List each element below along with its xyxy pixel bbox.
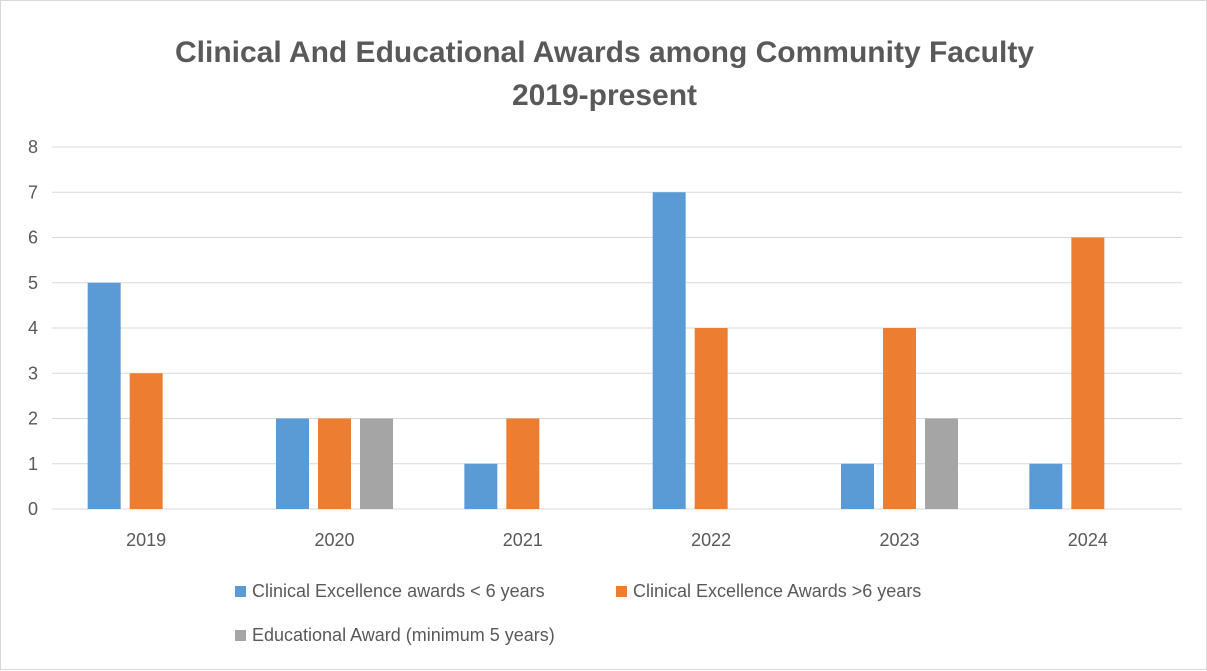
bar-2020-series-2	[318, 418, 351, 509]
bar-2020-series-3	[360, 418, 393, 509]
y-tick-label-2: 2	[28, 409, 38, 429]
y-tick-label-1: 1	[28, 454, 38, 474]
legend-item-series-3: Educational Award (minimum 5 years)	[235, 625, 555, 646]
bar-2021-series-2	[506, 418, 540, 509]
y-tick-label-6: 6	[28, 228, 38, 248]
bar-2019-series-2	[129, 373, 163, 509]
legend-item-series-1: Clinical Excellence awards < 6 years	[235, 581, 545, 602]
bar-2021-series-1	[464, 463, 498, 509]
bar-2023-series-3	[925, 418, 958, 509]
legend-item-series-2: Clinical Excellence Awards >6 years	[616, 581, 921, 602]
legend-label-series-3: Educational Award (minimum 5 years)	[252, 625, 555, 645]
x-tick-label-2024: 2024	[1068, 530, 1108, 550]
x-tick-label-2020: 2020	[314, 530, 354, 550]
bar-2022-series-2	[694, 328, 728, 509]
legend-swatch-series-1	[235, 586, 246, 597]
legend-swatch-series-2	[616, 586, 627, 597]
y-tick-label-5: 5	[28, 273, 38, 293]
bar-2019-series-1	[87, 282, 121, 509]
bar-2022-series-1	[652, 192, 686, 509]
chart-title-line-1: Clinical And Educational Awards among Co…	[174, 36, 1034, 69]
bar-2024-series-2	[1071, 237, 1105, 509]
y-tick-label-7: 7	[28, 182, 38, 202]
chart-title-line-2: 2019-present	[511, 79, 698, 112]
y-tick-label-0: 0	[28, 499, 38, 519]
legend-swatch-series-3	[235, 630, 246, 641]
bar-2020-series-1	[276, 418, 309, 509]
bar-2023-series-2	[883, 328, 916, 509]
y-tick-label-4: 4	[28, 318, 38, 338]
x-tick-label-2019: 2019	[126, 530, 166, 550]
x-tick-label-2021: 2021	[503, 530, 543, 550]
x-tick-label-2023: 2023	[879, 530, 919, 550]
bar-2024-series-1	[1029, 463, 1063, 509]
legend-label-series-1: Clinical Excellence awards < 6 years	[252, 581, 545, 601]
y-tick-label-8: 8	[28, 137, 38, 157]
bar-2023-series-1	[841, 463, 874, 509]
chart-title: Clinical And Educational Awards among Co…	[1, 31, 1207, 117]
y-tick-label-3: 3	[28, 363, 38, 383]
legend-label-series-2: Clinical Excellence Awards >6 years	[633, 581, 922, 601]
x-tick-label-2022: 2022	[691, 530, 731, 550]
